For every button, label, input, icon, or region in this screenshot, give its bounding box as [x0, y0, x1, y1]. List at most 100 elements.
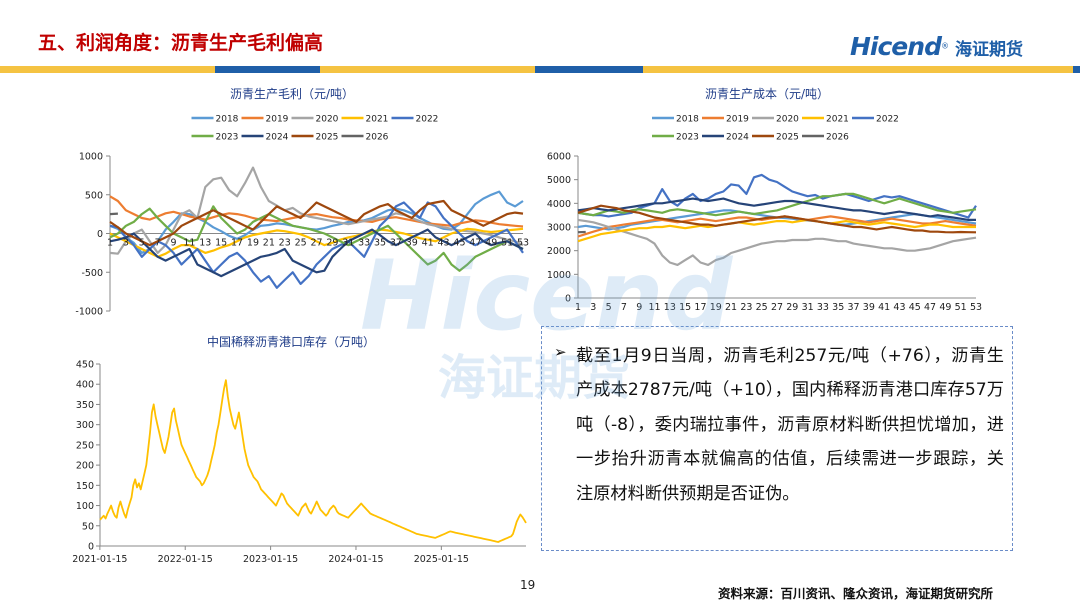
brand-logo: Hicend® 海证期货: [850, 32, 1023, 61]
x-tick-label: 45: [453, 238, 465, 249]
header-bar-segment: [320, 66, 535, 73]
x-tick-label: 2025-01-15: [414, 554, 469, 565]
x-tick-label: 37: [390, 238, 402, 249]
inventory-chart-title: 中国稀释沥青港口库存（万吨）: [207, 335, 376, 349]
legend-label-2023: 2023: [216, 133, 239, 143]
series-line-2021: [577, 218, 976, 243]
x-tick-label: 7: [155, 238, 161, 249]
y-tick-label: 2000: [547, 246, 571, 257]
y-tick-label: 400: [76, 380, 94, 391]
x-tick-label: 27: [310, 238, 322, 249]
x-tick-label: 49: [485, 238, 497, 249]
y-tick-label: 5000: [547, 175, 571, 186]
x-tick-label: 2021-01-15: [72, 554, 127, 565]
x-tick-label: 21: [725, 302, 737, 313]
x-tick-label: 35: [832, 302, 844, 313]
logo-registered-mark: ®: [940, 41, 949, 51]
series-line-2019: [109, 195, 524, 228]
commentary-box: ➢ 截至1月9日当周，沥青毛利257元/吨（+76），沥青生产成本2787元/吨…: [541, 326, 1013, 551]
x-tick-label: 9: [636, 302, 642, 313]
x-tick-label: 21: [263, 238, 275, 249]
x-tick-label: 5: [139, 238, 145, 249]
x-tick-label: 47: [469, 238, 481, 249]
legend-label-2025: 2025: [316, 133, 339, 143]
y-tick-label: 150: [76, 481, 94, 492]
x-tick-label: 47: [924, 302, 936, 313]
series-line-2022: [109, 201, 524, 289]
y-tick-label: 300: [76, 420, 94, 431]
y-tick-label: 0: [88, 542, 94, 553]
x-tick-label: 51: [955, 302, 967, 313]
x-tick-label: 23: [740, 302, 752, 313]
x-tick-label: 33: [358, 238, 370, 249]
x-tick-label: 39: [406, 238, 418, 249]
y-tick-label: 350: [76, 400, 94, 411]
series-line-2024: [577, 197, 976, 222]
header-bar-segment: [215, 66, 320, 73]
x-tick-label: 25: [295, 238, 307, 249]
legend-label-2020: 2020: [776, 115, 799, 125]
x-tick-label: 43: [438, 238, 450, 249]
logo-chinese-name: 海证期货: [954, 40, 1023, 60]
legend-label-2026: 2026: [826, 133, 849, 143]
header-bar-segment: [1073, 66, 1080, 73]
legend-label-2022: 2022: [876, 115, 899, 125]
x-tick-label: 9: [171, 238, 177, 249]
legend-label-2021: 2021: [366, 115, 389, 125]
series-line-2021: [109, 227, 524, 258]
x-tick-label: 17: [694, 302, 706, 313]
y-tick-label: 0: [565, 294, 571, 305]
inventory-line-chart: 0 50 100 150 200 250 300 350 400 450 2021-01-15 202…: [72, 360, 527, 565]
cost-line-chart: 2018 2019 2020 2021 2022 2023 2024 2025 2026 0 100…: [547, 115, 982, 314]
x-tick-label: 53: [970, 302, 982, 313]
series-line-2025: [577, 204, 977, 234]
x-tick-label: 39: [863, 302, 875, 313]
legend-label-2021: 2021: [826, 115, 849, 125]
y-tick-label: 250: [76, 440, 94, 451]
y-tick-label: 4000: [547, 199, 571, 210]
x-tick-label: 25: [756, 302, 768, 313]
legend-label-2018: 2018: [676, 115, 699, 125]
y-tick-label: 200: [76, 461, 94, 472]
x-tick-label: 31: [802, 302, 814, 313]
x-tick-label: 11: [183, 238, 195, 249]
x-tick-label: 51: [501, 238, 513, 249]
x-tick-label: 2024-01-15: [328, 554, 383, 565]
y-tick-label: 1000: [547, 270, 571, 281]
series-line-2023: [577, 192, 977, 217]
series-line-2025: [109, 199, 524, 247]
x-tick-label: 29: [786, 302, 798, 313]
x-tick-label: 27: [771, 302, 783, 313]
y-tick-label: 3000: [547, 223, 571, 234]
x-tick-label: 13: [664, 302, 676, 313]
x-tick-label: 5: [606, 302, 612, 313]
x-tick-label: 33: [817, 302, 829, 313]
legend-label-2019: 2019: [726, 115, 749, 125]
y-tick-label: 450: [76, 360, 94, 371]
y-tick-label: -1000: [75, 307, 103, 318]
x-tick-label: 19: [710, 302, 722, 313]
x-tick-label: 41: [422, 238, 434, 249]
x-tick-label: 23: [279, 238, 291, 249]
legend-label-2024: 2024: [726, 133, 749, 143]
x-tick-label: 13: [199, 238, 211, 249]
x-tick-label: 3: [123, 238, 129, 249]
y-tick-label: -500: [81, 268, 103, 279]
data-source-note: 资料来源：百川资讯、隆众资讯，海证期货研究所: [718, 586, 994, 601]
cost-chart-title: 沥青生产成本（元/吨）: [705, 87, 830, 101]
x-tick-label: 1: [575, 302, 581, 313]
x-tick-label: 31: [342, 238, 354, 249]
x-tick-label: 29: [326, 238, 338, 249]
x-tick-label: 2022-01-15: [158, 554, 213, 565]
margin-line-chart: 2018 2019 2020 2021 2022 2023 2024 2025 2026 -100…: [75, 115, 529, 318]
page-title: 五、利润角度：沥青生产毛利偏高: [38, 32, 324, 54]
y-tick-label: 50: [82, 521, 94, 532]
header-bar-segment: [535, 66, 643, 73]
bullet-arrow-icon: ➢: [554, 343, 567, 361]
series-line-2024: [109, 228, 524, 278]
x-tick-label: 41: [878, 302, 890, 313]
x-tick-label: 35: [374, 238, 386, 249]
legend-label-2024: 2024: [266, 133, 289, 143]
x-tick-label: 3: [590, 302, 596, 313]
x-tick-label: 2023-01-15: [243, 554, 298, 565]
